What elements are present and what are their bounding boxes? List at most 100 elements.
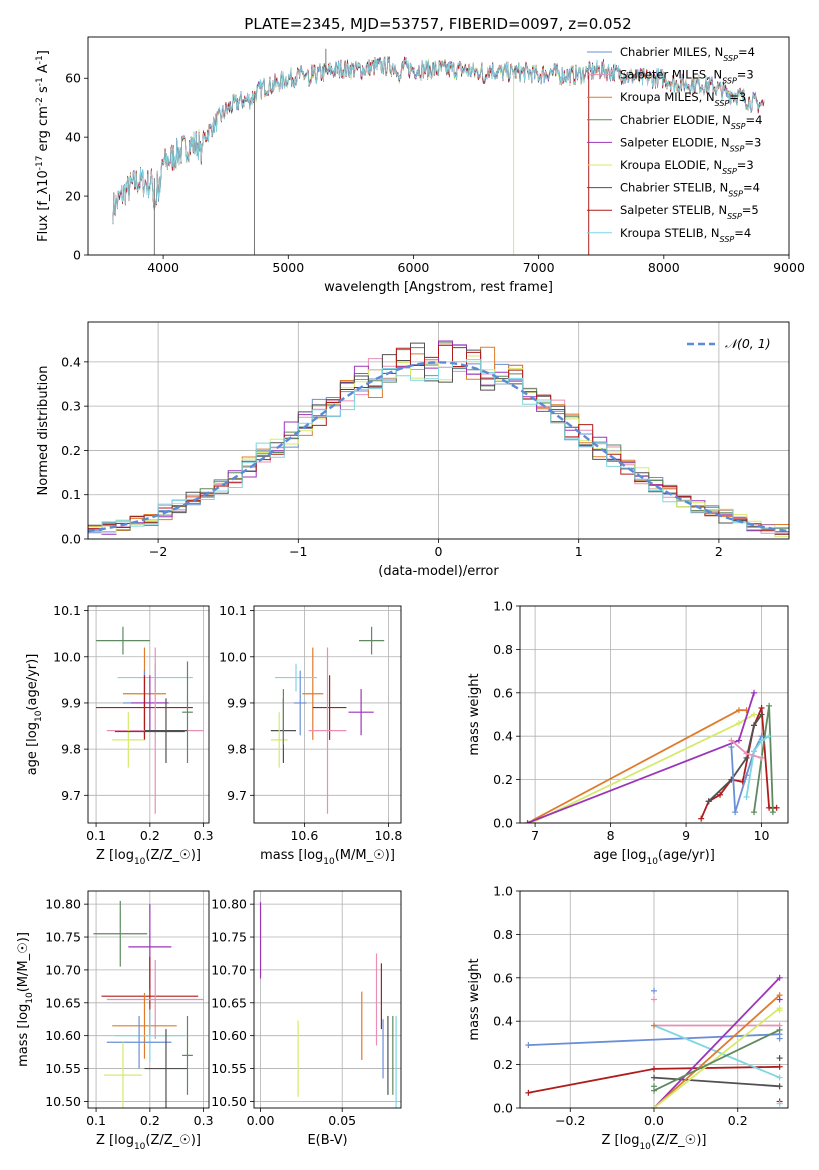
y-tick-label: 0.2 — [493, 1057, 513, 1072]
y-tick-label: 20 — [65, 189, 81, 204]
y-tick-label: 0.1 — [61, 487, 81, 502]
y-tick-label: 10.55 — [45, 1061, 81, 1076]
y-tick-label: 0.4 — [493, 1014, 513, 1029]
y-tick-label: 0.3 — [61, 399, 81, 414]
y-axis-label: Flux [f_λ10-17 erg cm-2 s-1 A-1] — [35, 50, 51, 242]
y-tick-label: 10.70 — [45, 962, 81, 977]
y-tick-label: 10.0 — [53, 649, 81, 664]
weight-line — [653, 977, 781, 1108]
y-tick-label: 9.9 — [61, 695, 81, 710]
y-tick-label: 9.8 — [61, 742, 81, 757]
y-tick-label: 0.0 — [493, 1101, 513, 1116]
y-tick-label: 0.2 — [61, 443, 81, 458]
legend-label: Kroupa MILES, NSSP=3 — [620, 90, 746, 108]
x-tick-label: 7000 — [523, 260, 555, 275]
legend-label: Salpeter STELIB, NSSP=5 — [620, 203, 759, 221]
y-tick-label: 10.75 — [211, 930, 247, 945]
legend-label: 𝒩(0, 1) — [725, 336, 771, 351]
plot-area-age_vs_Z — [96, 626, 204, 814]
x-axis-label: Z [log10(Z/Z_☉)] — [602, 1133, 707, 1152]
x-tick-label: 10.8 — [374, 828, 402, 843]
y-tick-label: 9.8 — [227, 742, 247, 757]
plot-area-spectrum — [112, 48, 765, 255]
x-tick-label: 0.1 — [86, 1113, 106, 1128]
weight-line — [530, 713, 755, 823]
y-tick-label: 10.1 — [219, 603, 247, 618]
axes-mass_vs_Z: 0.1 0.2 0.3 10.50 10.55 10.60 10.65 10.70 10.75 1… — [16, 890, 214, 1152]
plot-area-mass_vs_Z — [93, 900, 204, 1108]
y-tick-label: 10.60 — [211, 1028, 247, 1043]
x-tick-label: 9 — [682, 828, 690, 843]
frame: 4000 5000 6000 7000 8000 9000 0 20 40 60 Chabrier … — [65, 36, 805, 275]
x-tick-label: 0.2 — [140, 828, 160, 843]
y-axis-label: mass weight — [467, 958, 482, 1040]
y-tick-label: 0.8 — [493, 642, 513, 657]
x-tick-label: 0.2 — [728, 1113, 748, 1128]
weight-line — [653, 1007, 781, 1108]
axes-frame — [87, 890, 210, 1109]
frame: 7 8 9 10 0.0 0.2 0.4 0.6 0.8 1.0 — [493, 599, 789, 843]
x-tick-label: 0.05 — [328, 1113, 356, 1128]
y-tick-label: 9.9 — [227, 695, 247, 710]
x-axis-label: mass [log10(M/M_☉)] — [260, 848, 395, 867]
axes-massweight_vs_Z: −0.2 0.0 0.2 0.0 0.2 0.4 0.6 0.8 1.0 Z [log10(Z/Z… — [467, 884, 789, 1152]
legend-label: Salpeter ELODIE, NSSP=3 — [620, 135, 761, 153]
legend-label: Chabrier STELIB, NSSP=4 — [620, 181, 760, 199]
axes-frame — [253, 890, 402, 1109]
x-tick-label: 8 — [607, 828, 615, 843]
y-tick-label: 10.60 — [45, 1028, 81, 1043]
axes-frame — [87, 605, 210, 824]
y-tick-label: 10.75 — [45, 930, 81, 945]
x-tick-label: 10.6 — [290, 828, 318, 843]
x-tick-label: 0.1 — [86, 828, 106, 843]
x-axis-label: age [log10(age/yr)] — [593, 848, 715, 867]
x-axis-label: Z [log10(Z/Z_☉)] — [96, 848, 201, 867]
y-tick-label: 10.1 — [53, 603, 81, 618]
y-tick-label: 9.7 — [61, 788, 81, 803]
weight-line — [745, 735, 770, 798]
legend-label: Salpeter MILES, NSSP=3 — [620, 68, 754, 86]
x-tick-label: 2 — [715, 544, 723, 559]
axes-frame — [87, 36, 790, 256]
figure-title: PLATE=2345, MJD=53757, FIBERID=0097, z=0… — [244, 15, 631, 33]
y-axis-label: mass [log10(M/M_☉)] — [16, 932, 35, 1067]
x-axis-label: wavelength [Angstrom, rest frame] — [324, 280, 553, 295]
frame: 0.1 0.2 0.3 10.50 10.55 10.60 10.65 10.70 10.75 1… — [45, 890, 214, 1128]
x-tick-label: 0.2 — [140, 1113, 160, 1128]
x-axis-label: Z [log10(Z/Z_☉)] — [96, 1133, 201, 1152]
y-tick-label: 10.80 — [211, 897, 247, 912]
plot-area-residual_histogram — [88, 340, 789, 538]
x-tick-label: 10 — [754, 828, 770, 843]
x-tick-label: −0.2 — [555, 1113, 585, 1128]
y-tick-label: 10.50 — [211, 1094, 247, 1109]
y-tick-label: 10.0 — [219, 649, 247, 664]
weight-line — [527, 692, 755, 823]
y-tick-label: 0.4 — [61, 354, 81, 369]
normal-curve — [88, 361, 789, 533]
frame: 10.6 10.8 9.7 9.8 9.9 10.0 10.1 — [219, 603, 402, 843]
y-tick-label: 1.0 — [493, 884, 513, 899]
weight-line — [653, 1076, 780, 1088]
weight-line — [528, 1033, 780, 1046]
x-tick-label: 7 — [531, 828, 539, 843]
y-tick-label: 0.4 — [493, 729, 513, 744]
y-tick-label: 1.0 — [493, 599, 513, 614]
x-tick-label: 4000 — [147, 260, 179, 275]
y-axis-label: mass weight — [467, 673, 482, 755]
spectrum-line — [112, 56, 765, 223]
weight-line — [653, 1029, 780, 1092]
x-tick-label: 0.3 — [194, 828, 214, 843]
x-tick-label: 8000 — [648, 260, 680, 275]
axes-frame — [519, 605, 789, 824]
x-tick-label: −1 — [289, 544, 307, 559]
y-tick-label: 10.65 — [211, 995, 247, 1010]
x-tick-label: 1 — [575, 544, 583, 559]
y-tick-label: 0.0 — [61, 532, 81, 547]
y-tick-label: 10.50 — [45, 1094, 81, 1109]
y-tick-label: 0.8 — [493, 927, 513, 942]
x-tick-label: 0 — [435, 544, 443, 559]
frame: 0.1 0.2 0.3 9.7 9.8 9.9 10.0 10.1 — [53, 603, 213, 843]
y-tick-label: 10.80 — [45, 897, 81, 912]
y-tick-label: 10.70 — [211, 962, 247, 977]
